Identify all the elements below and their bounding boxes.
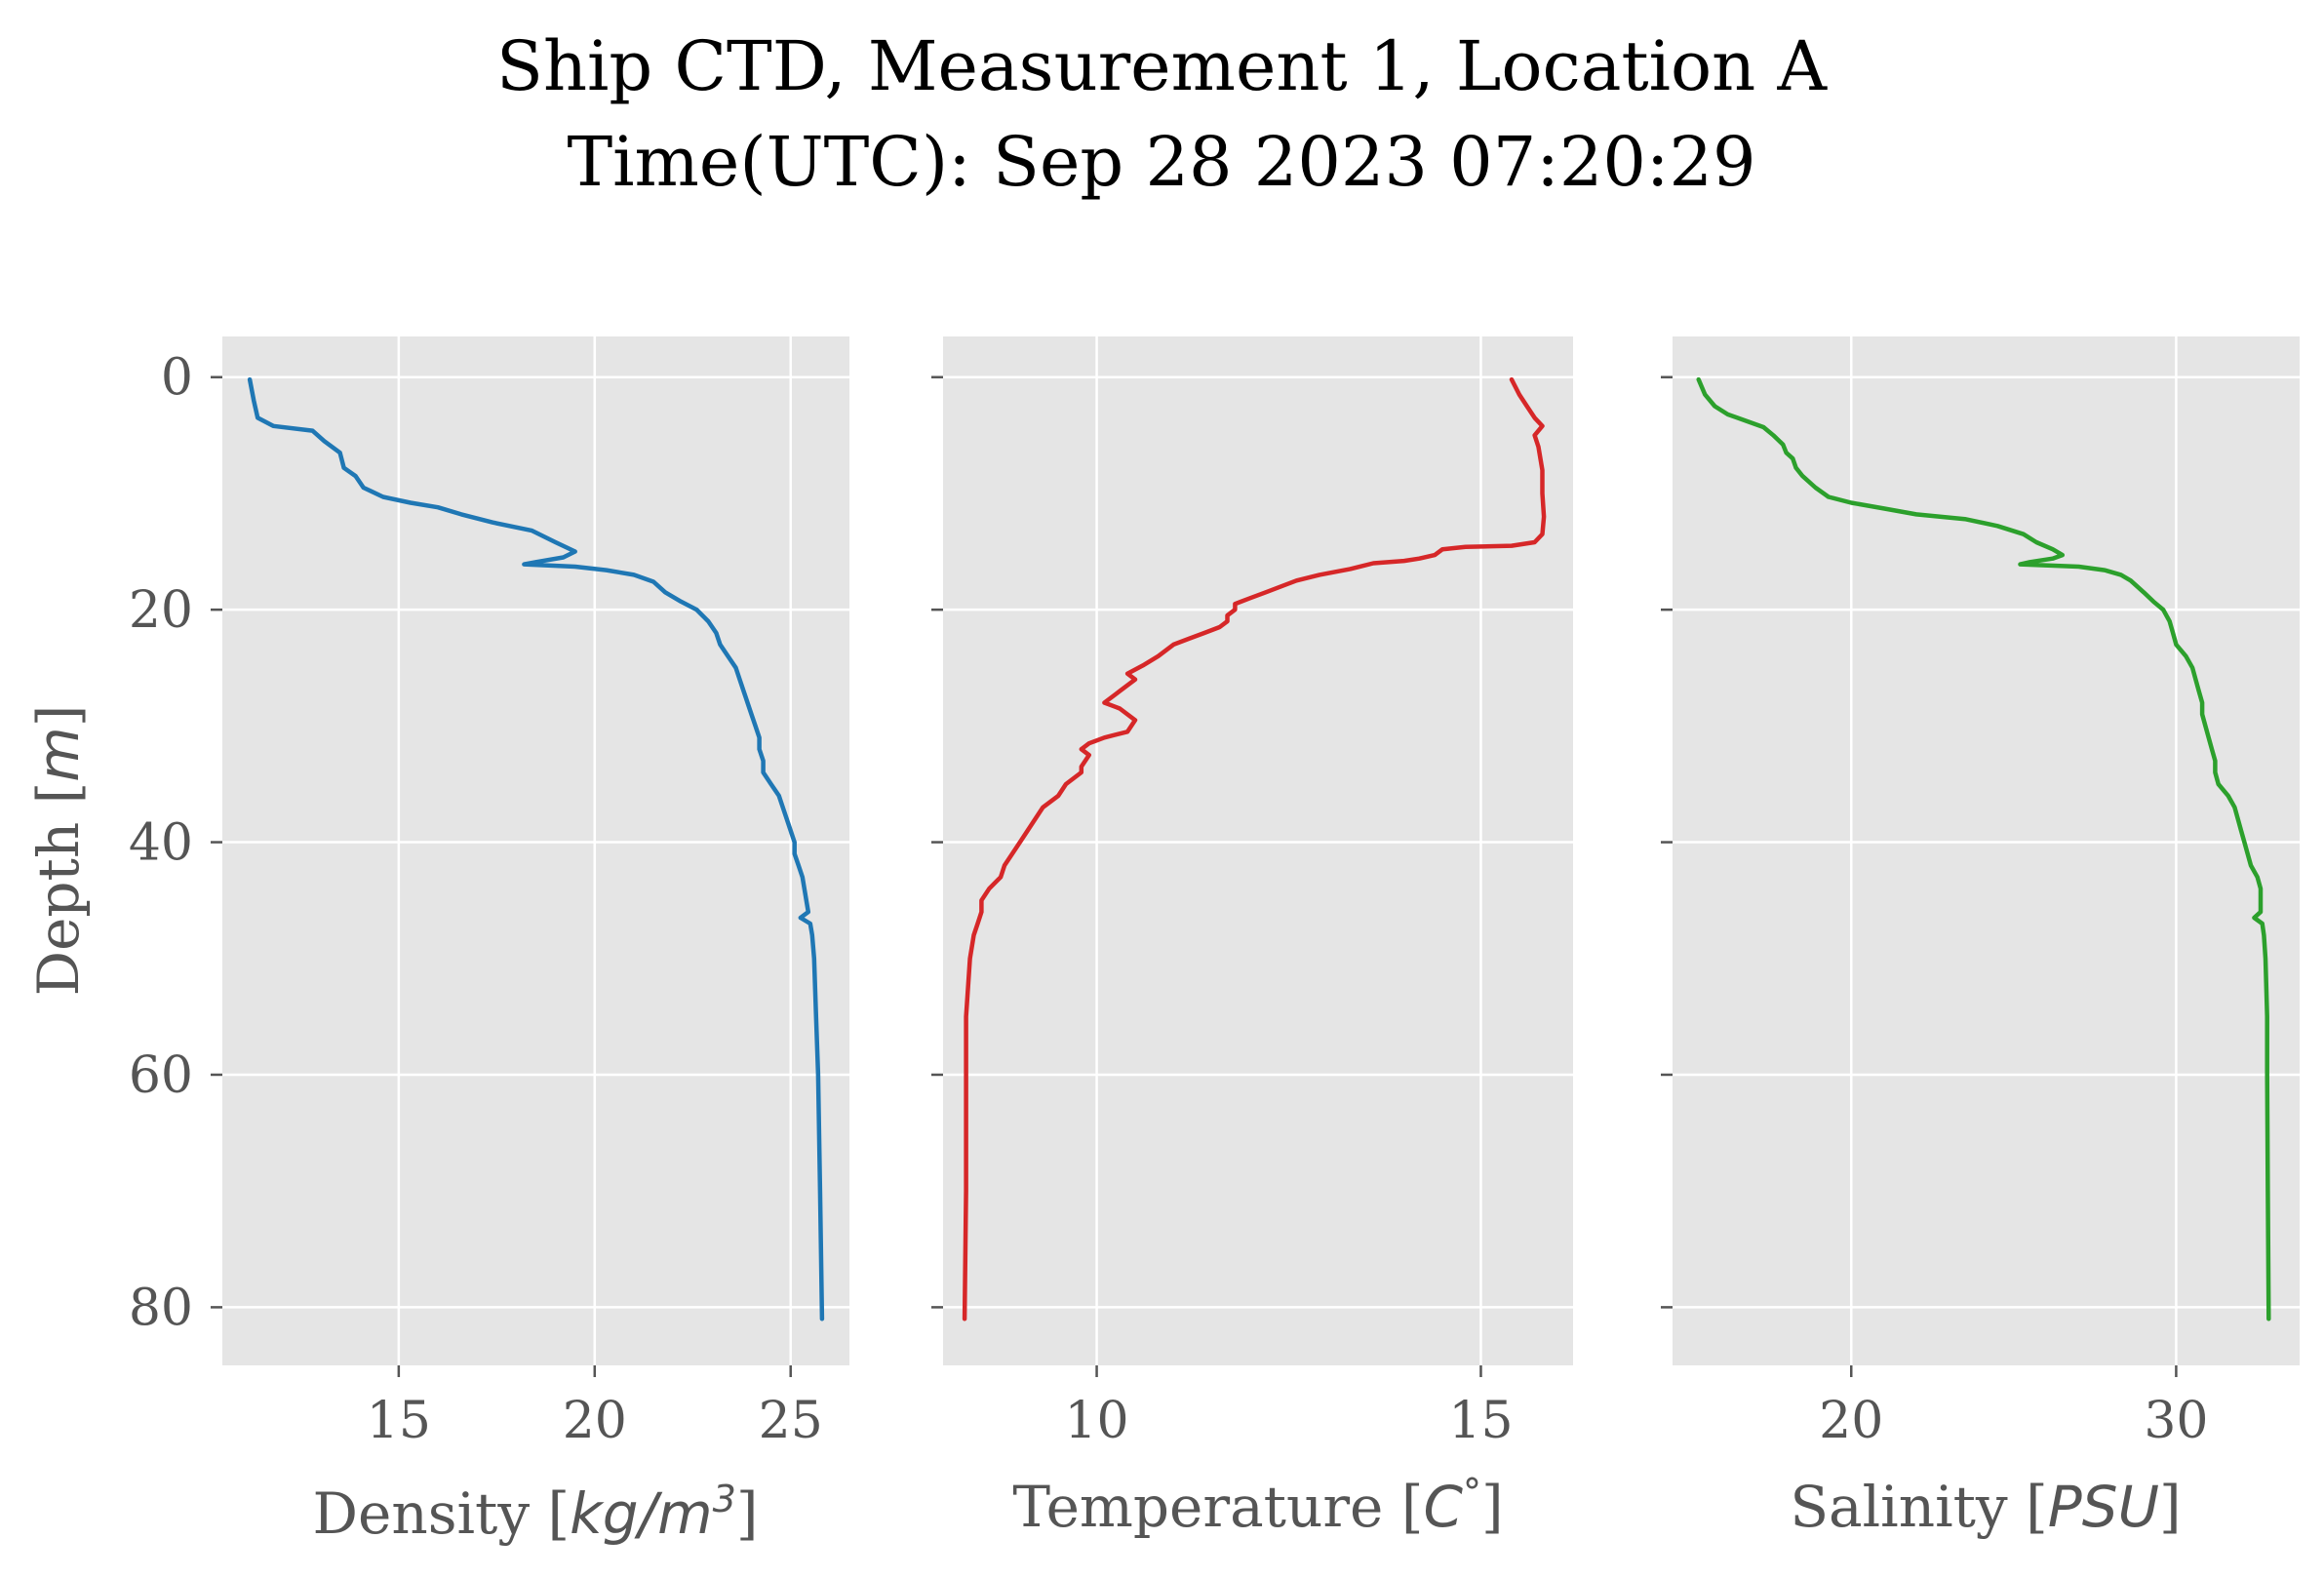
- salinity-panel: 20 30 Salinity [PSU]: [1661, 336, 2300, 1540]
- density-ticks: 15 20 25 0 20 40 60 80: [129, 349, 823, 1450]
- temperature-xtick-label-0: 10: [1064, 1392, 1128, 1450]
- depth-ylabel: Depth [m]: [25, 705, 92, 997]
- density-xtick-label-0: 15: [367, 1392, 431, 1450]
- salinity-profile-line: [1696, 376, 2271, 1322]
- temperature-ticks: 10 15: [931, 375, 1514, 1450]
- figure-title-line2: Time(UTC): Sep 28 2023 07:20:29: [567, 122, 1755, 202]
- temperature-grid: [943, 336, 1573, 1365]
- salinity-ticks: 20 30: [1661, 375, 2208, 1450]
- density-xlabel: Density [kg/m3]: [313, 1478, 759, 1547]
- salinity-xlabel: Salinity [PSU]: [1790, 1474, 2181, 1540]
- figure-title-line1: Ship CTD, Measurement 1, Location A: [496, 26, 1828, 106]
- density-ytick-label-3: 60: [129, 1046, 193, 1105]
- temperature-profile-line: [962, 376, 1547, 1322]
- salinity-xtick-label-1: 30: [2144, 1392, 2208, 1450]
- density-ytick-label-4: 80: [129, 1279, 193, 1337]
- density-panel: 15 20 25 0 20 40 60 80 Density [kg/m3] Depth [m…: [25, 336, 849, 1547]
- density-ytick-label-2: 40: [129, 814, 193, 873]
- density-grid: [222, 336, 849, 1365]
- density-xtick-label-2: 25: [759, 1392, 823, 1450]
- temperature-plot-area: [943, 336, 1573, 1365]
- temperature-panel: 10 15 Temperature [C°]: [931, 336, 1573, 1540]
- density-ytick-label-0: 0: [161, 349, 193, 408]
- salinity-xtick-label-0: 20: [1819, 1392, 1883, 1450]
- temperature-xtick-label-1: 15: [1448, 1392, 1513, 1450]
- salinity-plot-area: [1673, 336, 2300, 1365]
- density-plot-area: [222, 336, 849, 1365]
- temperature-xlabel: Temperature [C°]: [1012, 1471, 1503, 1540]
- density-xtick-label-1: 20: [563, 1392, 627, 1450]
- density-ytick-label-1: 20: [129, 581, 193, 640]
- density-profile-line: [247, 376, 825, 1322]
- salinity-grid: [1673, 336, 2300, 1365]
